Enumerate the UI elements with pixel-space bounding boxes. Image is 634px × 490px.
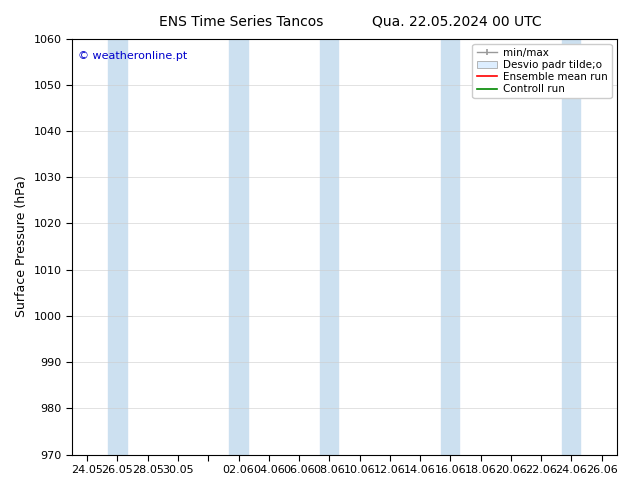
Bar [108,39,127,455]
Bar [230,39,248,455]
Text: © weatheronline.pt: © weatheronline.pt [77,51,187,61]
Y-axis label: Surface Pressure (hPa): Surface Pressure (hPa) [15,176,28,318]
Bar [441,39,460,455]
Text: ENS Time Series Tancos: ENS Time Series Tancos [158,15,323,29]
Text: Qua. 22.05.2024 00 UTC: Qua. 22.05.2024 00 UTC [372,15,541,29]
Legend: min/max, Desvio padr tilde;o, Ensemble mean run, Controll run: min/max, Desvio padr tilde;o, Ensemble m… [472,44,612,98]
Bar [320,39,339,455]
Bar [562,39,581,455]
